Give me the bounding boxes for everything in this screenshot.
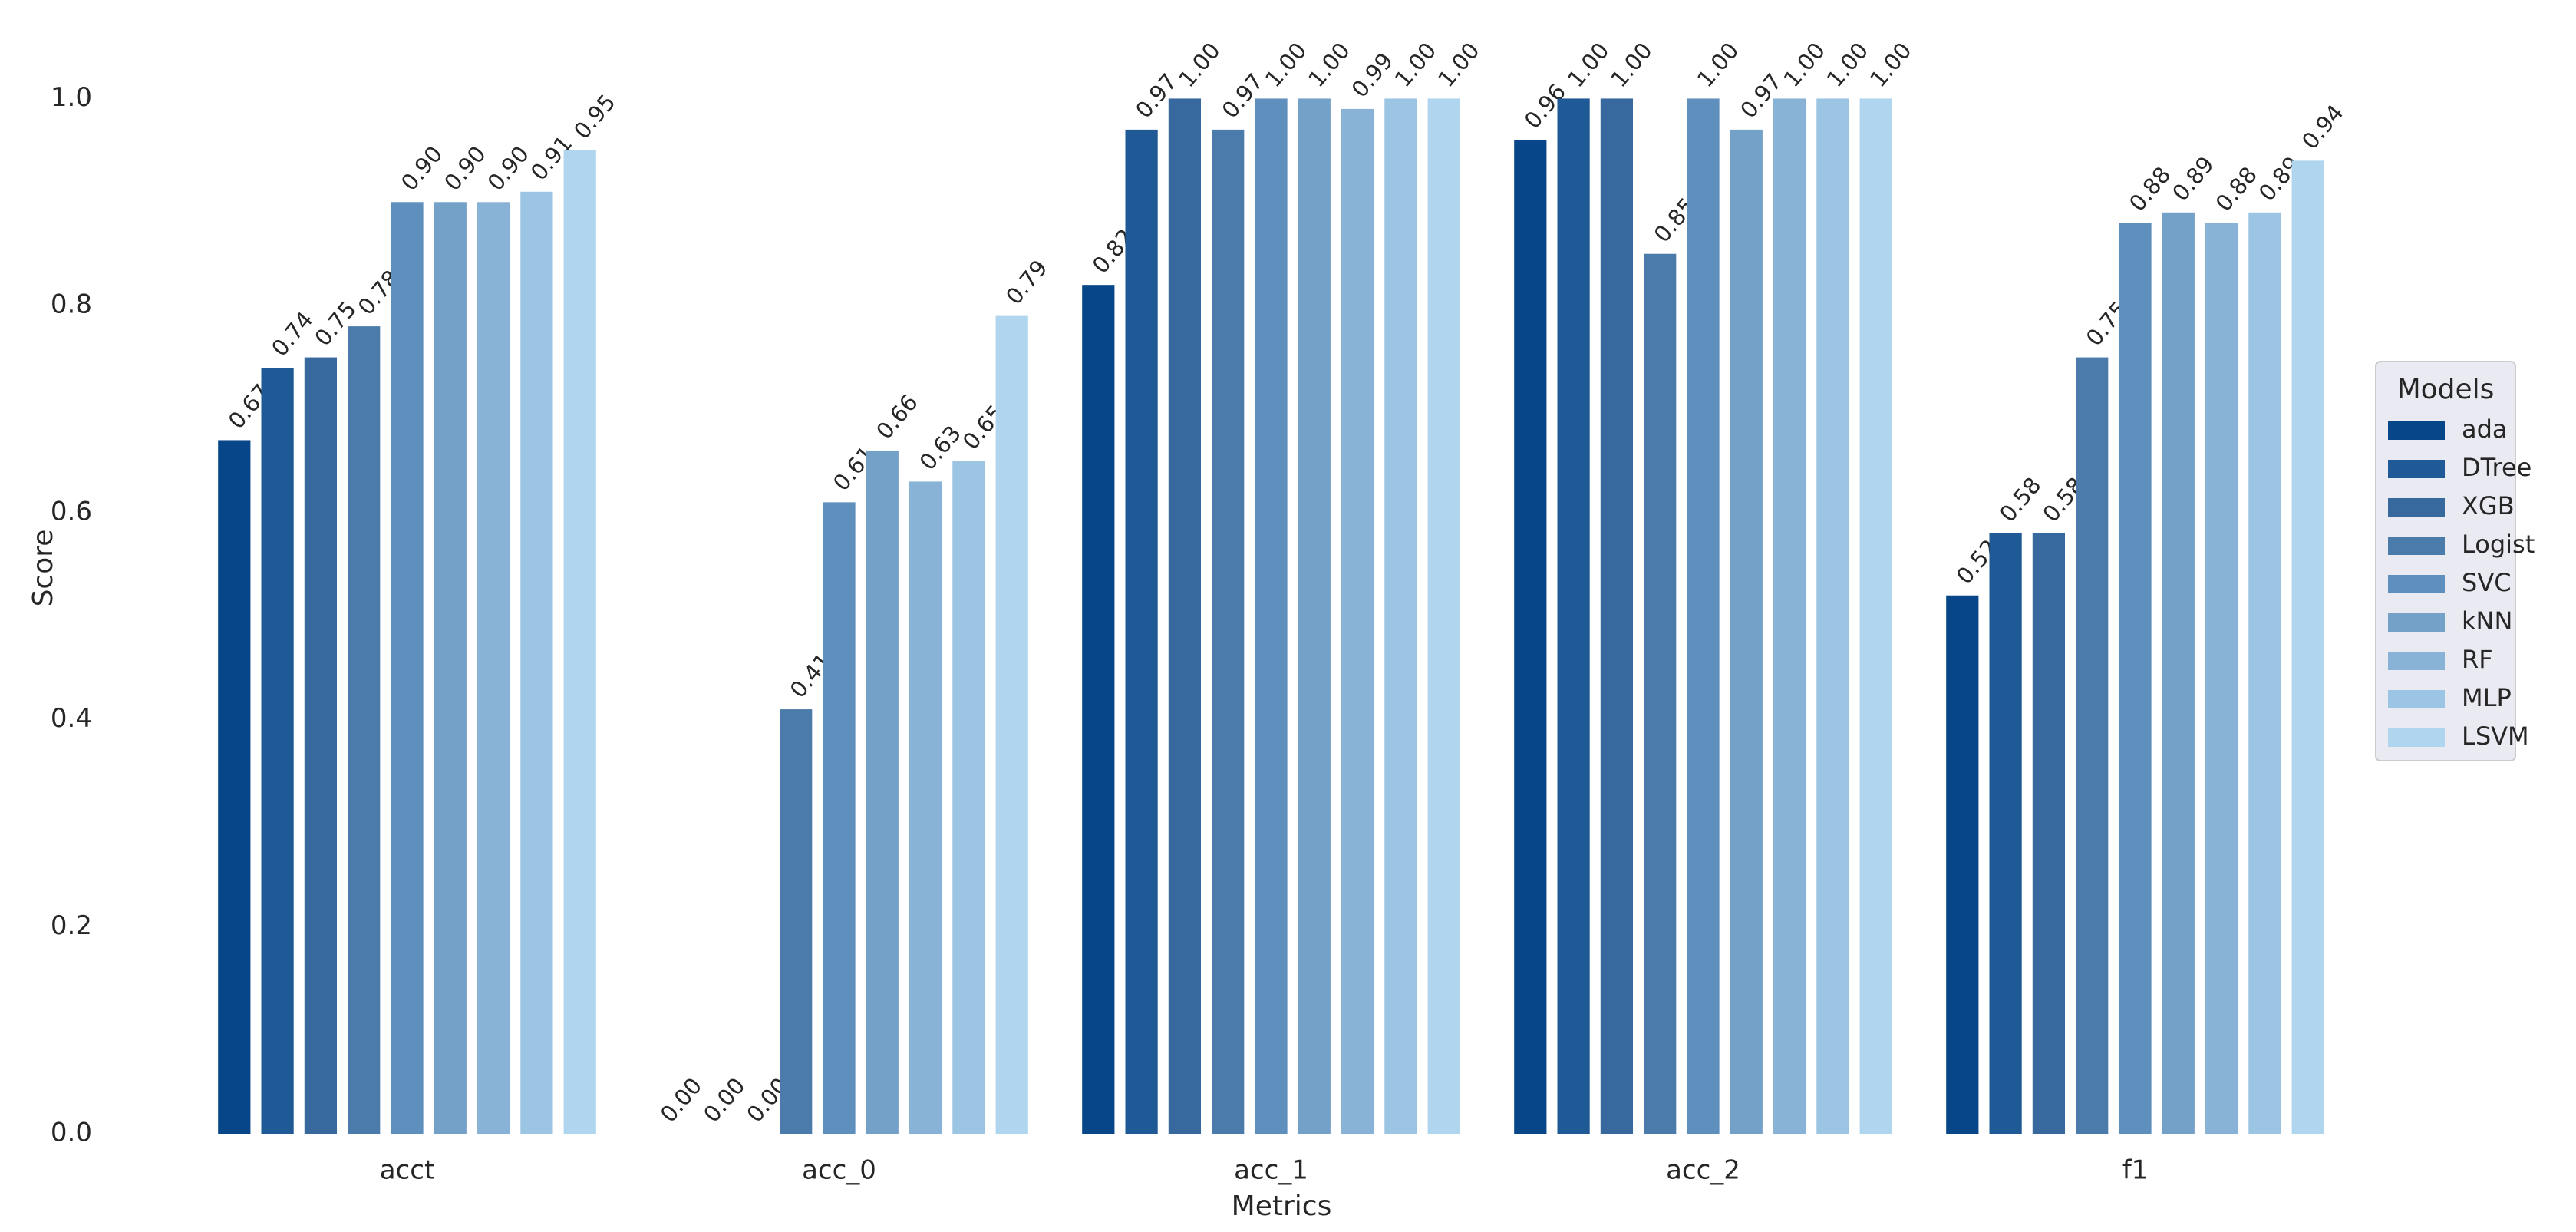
bar xyxy=(1946,595,1979,1134)
legend-label: ada xyxy=(2462,415,2508,444)
value-label: 0.00 xyxy=(698,1072,750,1127)
value-label: 1.00 xyxy=(1865,38,1917,92)
value-label: 1.00 xyxy=(1433,38,1485,92)
bar xyxy=(261,368,294,1134)
value-label: 0.00 xyxy=(655,1072,707,1127)
bar xyxy=(1298,98,1331,1134)
value-label: 1.00 xyxy=(1605,38,1657,92)
bar xyxy=(780,709,813,1134)
legend-swatch xyxy=(2388,575,2445,593)
legend-label: SVC xyxy=(2462,568,2512,597)
bar xyxy=(304,357,338,1135)
legend-label: RF xyxy=(2462,645,2493,674)
bar xyxy=(1600,98,1634,1134)
value-label: 1.00 xyxy=(1562,38,1615,92)
y-tick-label: 0.4 xyxy=(51,703,92,734)
bar xyxy=(1557,98,1590,1134)
bar xyxy=(909,481,942,1134)
x-tick-label: acc_1 xyxy=(1234,1155,1308,1186)
x-tick-label: acc_0 xyxy=(802,1155,876,1186)
bar xyxy=(2119,223,2152,1135)
legend-label: kNN xyxy=(2462,606,2512,636)
legend-swatch xyxy=(2388,537,2445,555)
legend-swatch xyxy=(2388,690,2445,708)
y-tick-label: 0.8 xyxy=(51,289,92,320)
value-label: 0.90 xyxy=(396,141,448,196)
y-tick-label: 0.0 xyxy=(51,1118,92,1148)
bar xyxy=(2291,160,2324,1134)
y-tick-label: 0.6 xyxy=(51,496,92,527)
value-label: 0.94 xyxy=(2297,100,2349,154)
value-label: 1.00 xyxy=(1692,38,1744,92)
value-label: 0.79 xyxy=(1001,255,1053,309)
legend-swatch xyxy=(2388,613,2445,632)
legend-swatch xyxy=(2388,652,2445,670)
bar xyxy=(1212,129,1245,1134)
bar xyxy=(2076,357,2109,1135)
bar xyxy=(2162,212,2195,1134)
bar xyxy=(563,150,596,1134)
bar xyxy=(1341,108,1374,1134)
legend: Models ada DTree XGB Logist SVC kNN RF MLP LSVM xyxy=(2375,361,2535,761)
bar xyxy=(1384,98,1417,1134)
bar xyxy=(434,202,467,1135)
bar xyxy=(1687,98,1720,1134)
y-tick-label: 1.0 xyxy=(51,82,92,113)
legend-swatch xyxy=(2388,728,2445,747)
x-tick-label: acc_2 xyxy=(1666,1155,1740,1186)
bar xyxy=(520,191,553,1134)
y-axis-label: Score xyxy=(28,530,59,607)
bar xyxy=(1514,140,1547,1134)
x-axis-label: Metrics xyxy=(1232,1191,1332,1222)
value-label: 1.00 xyxy=(1779,38,1831,92)
value-label: 0.95 xyxy=(569,89,621,144)
legend-title: Models xyxy=(2397,374,2495,405)
x-tick-label: f1 xyxy=(2122,1155,2149,1186)
bar xyxy=(1168,98,1202,1134)
bar xyxy=(1730,129,1763,1134)
legend-swatch xyxy=(2388,460,2445,478)
bar xyxy=(1125,129,1158,1134)
bar xyxy=(1644,253,1677,1134)
bar xyxy=(2248,212,2281,1134)
legend-label: XGB xyxy=(2462,491,2515,520)
legend-label: DTree xyxy=(2462,453,2531,482)
bar xyxy=(477,202,510,1135)
bar xyxy=(218,440,251,1134)
bar xyxy=(348,326,381,1135)
bar xyxy=(1427,98,1460,1134)
bar xyxy=(2205,223,2238,1135)
legend-swatch xyxy=(2388,498,2445,517)
value-label: 0.90 xyxy=(439,141,491,196)
y-tick-label: 0.2 xyxy=(51,910,92,941)
legend-label: LSVM xyxy=(2462,722,2529,751)
bar xyxy=(1082,285,1115,1135)
bar xyxy=(1859,98,1892,1134)
value-label: 0.66 xyxy=(871,389,923,444)
value-label: 1.00 xyxy=(1260,38,1312,92)
legend-swatch xyxy=(2388,421,2445,440)
bar xyxy=(1773,98,1806,1134)
bar xyxy=(1255,98,1288,1134)
bar xyxy=(2032,533,2066,1134)
legend-label: MLP xyxy=(2462,683,2512,712)
legend-label: Logist xyxy=(2462,530,2535,559)
bar xyxy=(1989,533,2022,1134)
bar xyxy=(1816,98,1849,1134)
bar xyxy=(995,315,1028,1135)
bar xyxy=(952,461,985,1134)
value-label: 0.58 xyxy=(1994,472,2047,527)
bar xyxy=(823,502,856,1134)
value-label: 1.00 xyxy=(1173,38,1225,92)
x-tick-label: acct xyxy=(380,1155,435,1186)
bar xyxy=(866,450,899,1134)
value-label: 1.00 xyxy=(1822,38,1874,92)
bar xyxy=(391,202,424,1135)
